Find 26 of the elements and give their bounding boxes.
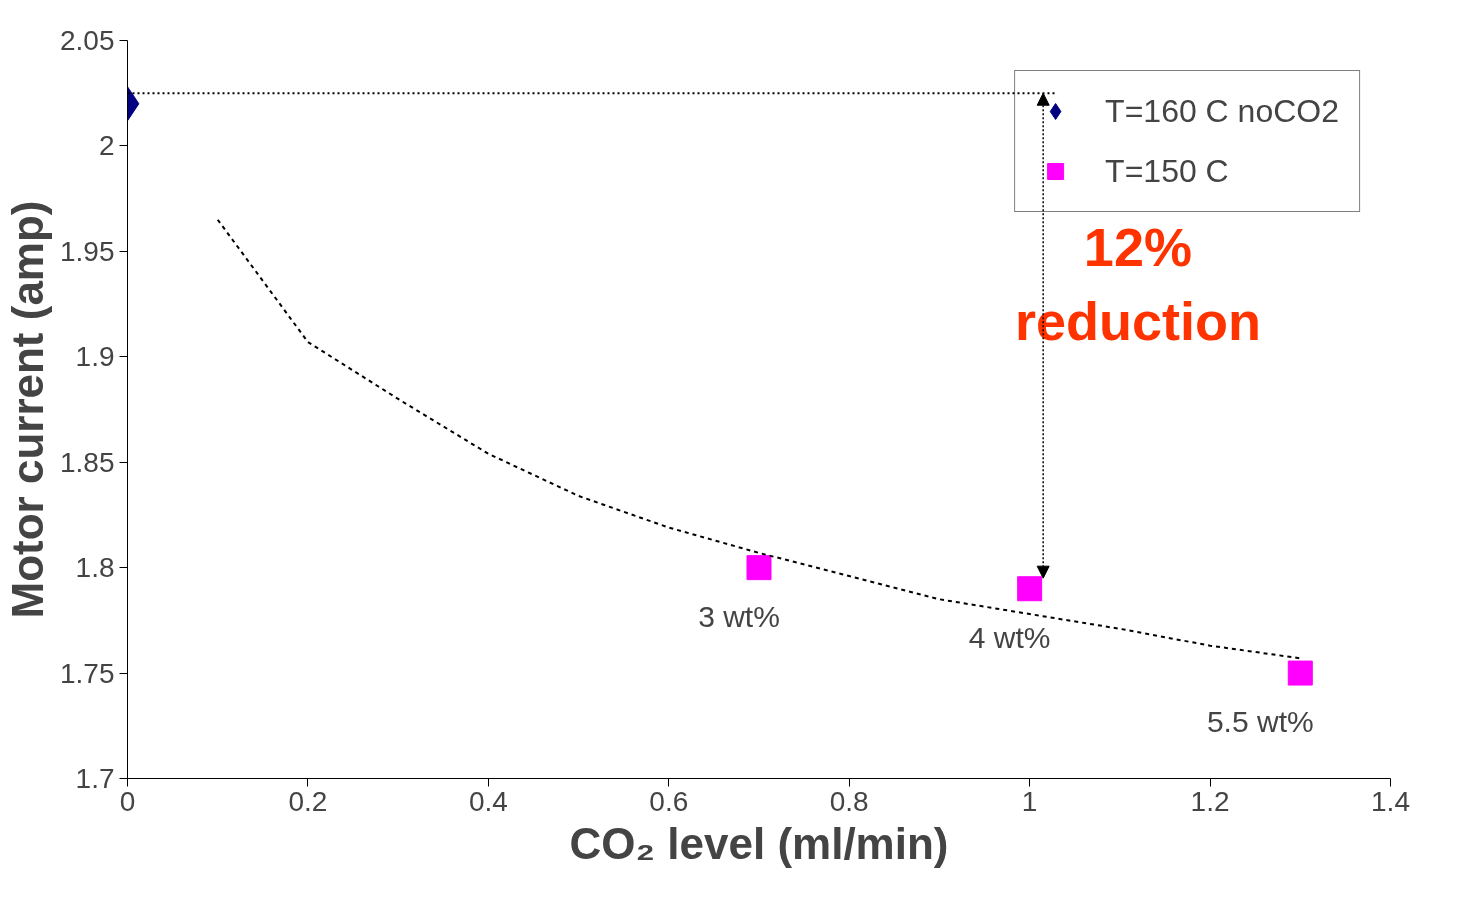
legend-label: T=150 C xyxy=(1105,152,1229,190)
y-tick-label: 1.9 xyxy=(75,341,115,373)
y-tick-label: 1.7 xyxy=(75,763,115,794)
y-axis-title: Motor current (amp) xyxy=(3,200,52,619)
x-tick-label: 0.4 xyxy=(468,785,508,817)
y-tick-label: 2 xyxy=(98,130,115,162)
annotation: 3 wt% xyxy=(698,599,780,633)
x-tick-label: 1.4 xyxy=(1371,785,1410,817)
y-tick-label: 2.05 xyxy=(60,25,115,56)
annotation: 12% reduction xyxy=(1014,217,1261,351)
y-tick-label: 1.85 xyxy=(60,446,115,478)
legend-label: T=160 C noCO2 xyxy=(1105,92,1339,130)
x-tick-label: 0.2 xyxy=(288,785,328,817)
x-axis-title: CO₂ level (ml/min) xyxy=(569,818,949,868)
y-tick-label: 1.8 xyxy=(75,552,115,584)
y-tick-label: 1.75 xyxy=(60,657,115,689)
x-tick-label: 0.6 xyxy=(649,785,689,817)
y-tick-label: 1.95 xyxy=(60,235,115,267)
annotation: 5.5 wt% xyxy=(1206,705,1314,739)
annotation: 4 wt% xyxy=(968,620,1051,654)
x-tick-label: 1 xyxy=(1021,785,1038,817)
point xyxy=(1017,576,1043,602)
x-tick-label: 1.2 xyxy=(1190,785,1230,817)
point xyxy=(1287,660,1313,686)
x-tick-label: 0 xyxy=(119,785,136,817)
x-tick-label: 0.8 xyxy=(829,785,869,817)
